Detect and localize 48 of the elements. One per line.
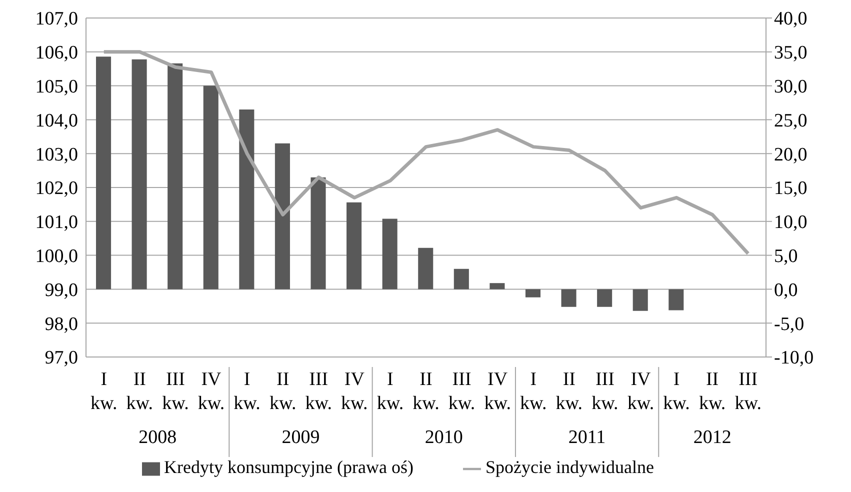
x-tick-label: IV kw.: [198, 369, 225, 414]
y-tick-label: 107,0: [35, 8, 78, 30]
y2-tick-label: 20,0: [774, 144, 808, 166]
y2-tick-label: 25,0: [774, 110, 808, 132]
x-tick-label: II kw.: [269, 369, 296, 414]
y2-tick-label: 0,0: [774, 280, 798, 301]
x-tick-label: III kw.: [162, 369, 189, 414]
y-tick-label: 99,0: [44, 280, 78, 301]
legend-label: Kredyty konsumpcyjne (prawa oś): [164, 457, 414, 477]
y-tick-label: 104,0: [35, 110, 78, 132]
x-tick-label: IV kw.: [341, 369, 368, 414]
x-tick-label: III kw.: [305, 369, 332, 414]
y-tick-label: 101,0: [35, 212, 78, 234]
y2-tick-label: 30,0: [774, 76, 808, 98]
y-tick-label: 103,0: [35, 144, 78, 166]
y-tick-label: 97,0: [44, 348, 78, 369]
x-tick-label: IV kw.: [627, 369, 654, 414]
y-tick-label: 102,0: [35, 178, 78, 200]
x-tick-label: I kw.: [90, 369, 118, 414]
y2-tick-label: 35,0: [774, 42, 808, 64]
text: 2010: [424, 427, 463, 448]
x-tick-label: II kw.: [698, 369, 726, 414]
text: 2009: [282, 427, 320, 448]
x-tick-label: III kw.: [592, 369, 618, 414]
x-tick-label: I kw.: [520, 369, 547, 414]
x-tick-label: IV kw.: [484, 369, 511, 414]
x-tick-label: I kw.: [234, 369, 260, 414]
x-tick-label: II kw.: [556, 369, 583, 414]
y2-tick-label: 5,0: [774, 246, 798, 268]
text: 2011: [568, 427, 606, 448]
y-tick-label: 106,0: [35, 42, 78, 64]
y-tick-label: 105,0: [35, 76, 78, 98]
x-tick-label: III kw.: [448, 369, 476, 414]
x-tick-label: II kw.: [412, 369, 440, 414]
y2-tick-label: -5,0: [774, 314, 804, 335]
y2-tick-label: -10,0: [774, 348, 814, 369]
y2-tick-label: 40,0: [774, 8, 808, 30]
text: 2012: [693, 427, 732, 448]
y-tick-label: 98,0: [44, 314, 78, 335]
y-tick-label: 100,0: [35, 246, 78, 268]
x-tick-label: I kw.: [663, 369, 690, 414]
x-tick-label: II kw.: [126, 369, 154, 414]
text: 2008: [138, 427, 177, 448]
x-tick-label: III kw.: [734, 369, 762, 414]
y2-tick-label: 10,0: [774, 212, 808, 234]
x-tick-label: I kw.: [376, 369, 404, 414]
y2-tick-label: 15,0: [774, 178, 808, 200]
legend-label: Spożycie indywidualne: [485, 457, 654, 477]
